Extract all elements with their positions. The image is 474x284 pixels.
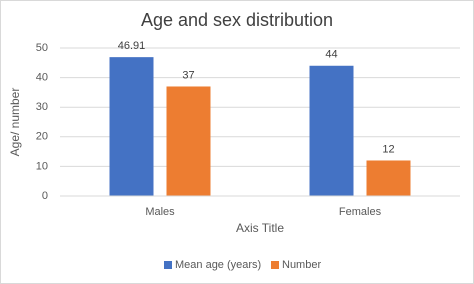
y-tick-label: 30 (36, 101, 48, 113)
bar (309, 65, 354, 196)
y-tick-label: 20 (36, 131, 48, 143)
legend-label: Mean age (years) (175, 259, 261, 271)
y-tick-label: 10 (36, 160, 48, 172)
bar (109, 57, 154, 197)
x-tick-label: Males (145, 206, 175, 218)
legend-swatch (271, 261, 279, 269)
y-tick-label: 0 (42, 190, 48, 202)
y-tick-label: 50 (36, 42, 48, 54)
data-label: 12 (382, 143, 394, 155)
data-label: 37 (182, 69, 194, 81)
data-label: 44 (325, 49, 337, 61)
legend-label: Number (282, 259, 321, 271)
bar (366, 160, 411, 196)
y-axis-title: Age/ number (8, 88, 22, 157)
x-tick-label: Females (339, 206, 382, 218)
chart-title: Age and sex distribution (141, 10, 333, 30)
bar (166, 86, 211, 196)
legend-swatch (164, 261, 172, 269)
y-tick-label: 40 (36, 72, 48, 84)
data-label: 46.91 (118, 40, 146, 52)
x-axis-title: Axis Title (236, 221, 284, 235)
